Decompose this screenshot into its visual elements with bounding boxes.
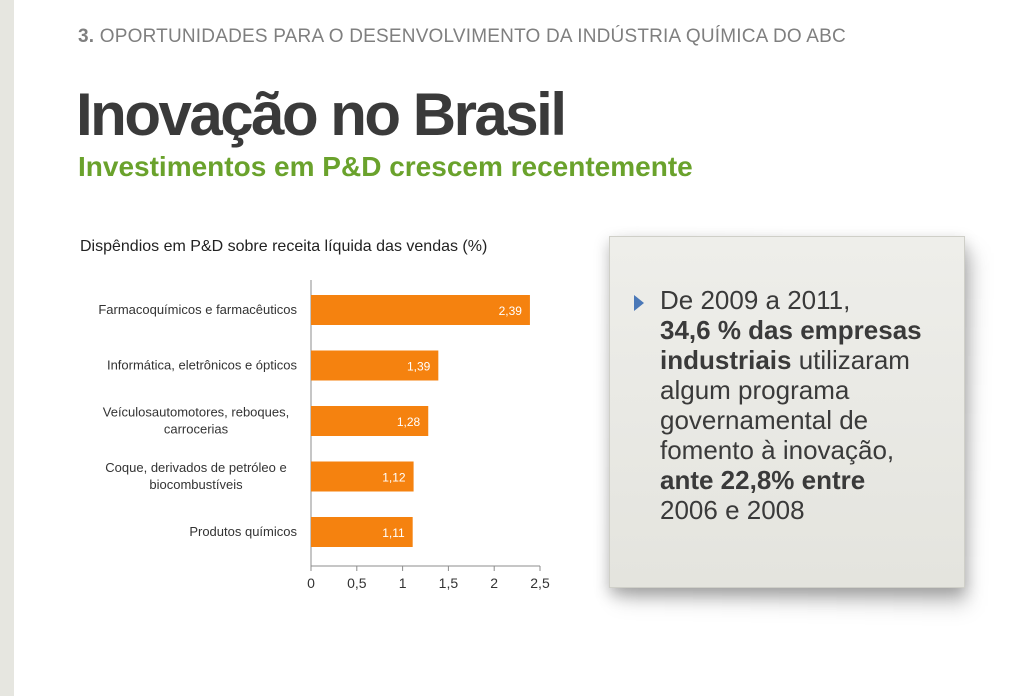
bar: [311, 350, 439, 381]
note-text-2: utilizaram algum programa governamental …: [660, 345, 910, 465]
note-text: De 2009 a 2011, 34,6 % das empresas indu…: [660, 285, 950, 525]
x-tick-label: 1,5: [439, 575, 459, 591]
bar-value-label: 2,39: [499, 304, 523, 318]
note-text-3: 2006 e 2008: [660, 495, 805, 525]
category-label: Coque, derivados de petróleo e: [105, 460, 286, 475]
x-tick-label: 2: [490, 575, 498, 591]
category-label: Produtos químicos: [189, 524, 297, 539]
section-title: OPORTUNIDADES PARA O DESENVOLVIMENTO DA …: [99, 26, 846, 47]
chart-title: Dispêndios em P&D sobre receita líquida …: [80, 238, 488, 255]
page-title: Inovação no Brasil: [76, 81, 567, 148]
bar-value-label: 1,39: [407, 360, 431, 374]
bullet-arrow-icon: [634, 295, 644, 311]
category-label: Informática, eletrônicos e ópticos: [107, 358, 298, 373]
note-bold-1: 34,6 % das empresas industriais: [660, 315, 922, 375]
category-label: Veículosautomotores, reboques,: [103, 405, 289, 420]
note-bold-2: ante 22,8% entre: [660, 465, 866, 495]
bar-chart: 0 0,5 1 1,5 2 2,5 2,39 Farmacoquímicos e farmac…: [98, 280, 550, 591]
page-subtitle: Investimentos em P&D crescem recentement…: [78, 151, 693, 182]
category-label: Farmacoquímicos e farmacêuticos: [98, 302, 297, 317]
bar-value-label: 1,12: [382, 471, 406, 485]
bar: [311, 517, 413, 547]
x-tick-label: 1: [399, 575, 407, 591]
section-header: 3. OPORTUNIDADES PARA O DESENVOLVIMENTO …: [78, 26, 846, 48]
x-tick-label: 0: [307, 575, 315, 591]
left-accent-strip: [0, 0, 14, 696]
bar: [311, 461, 414, 492]
x-tick-label: 0,5: [347, 575, 367, 591]
x-tick-label: 2,5: [530, 575, 550, 591]
bar-value-label: 1,11: [382, 526, 405, 540]
bar: [311, 406, 429, 436]
bar-value-label: 1,28: [397, 415, 421, 429]
note-line-1: De 2009 a 2011,: [660, 285, 851, 315]
bar: [311, 295, 530, 325]
note-card: De 2009 a 2011, 34,6 % das empresas indu…: [609, 236, 965, 588]
category-label: carrocerias: [164, 422, 229, 437]
category-label: biocombustíveis: [149, 477, 243, 492]
section-number: 3.: [78, 26, 95, 47]
